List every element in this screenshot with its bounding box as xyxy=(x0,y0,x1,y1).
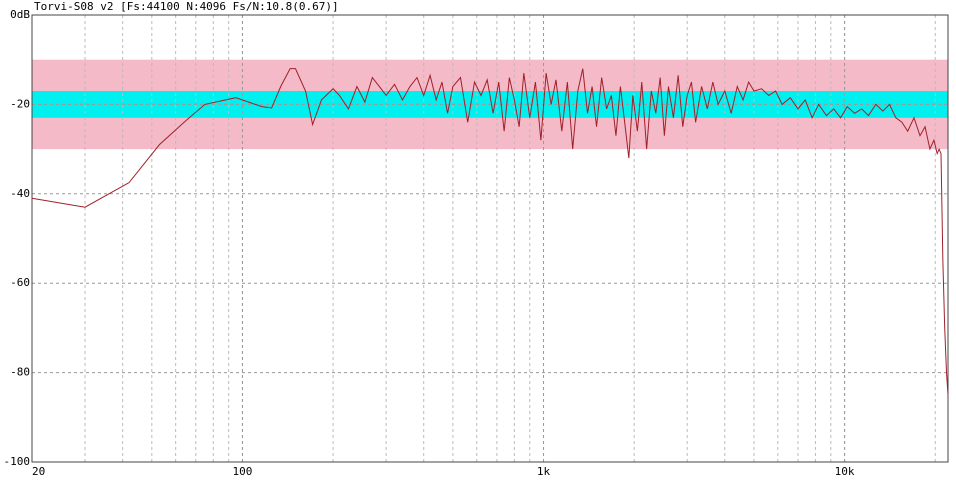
y-tick-label: -100 xyxy=(4,455,31,468)
y-tick-label: -60 xyxy=(10,276,30,289)
chart-title: Torvi-S08 v2 [Fs:44100 N:4096 Fs/N:10.8(… xyxy=(34,0,339,13)
plot-frame xyxy=(31,14,949,463)
x-tick-label: 10k xyxy=(835,465,855,478)
x-tick-label: 20 xyxy=(32,465,45,478)
y-tick-label: -20 xyxy=(10,97,30,110)
x-tick-label: 1k xyxy=(537,465,551,478)
x-tick-label: 100 xyxy=(233,465,253,478)
response-line xyxy=(31,68,949,395)
y-tick-label: 0dB xyxy=(10,8,30,21)
y-tick-label: -80 xyxy=(10,366,30,379)
y-tick-label: -40 xyxy=(10,187,30,200)
